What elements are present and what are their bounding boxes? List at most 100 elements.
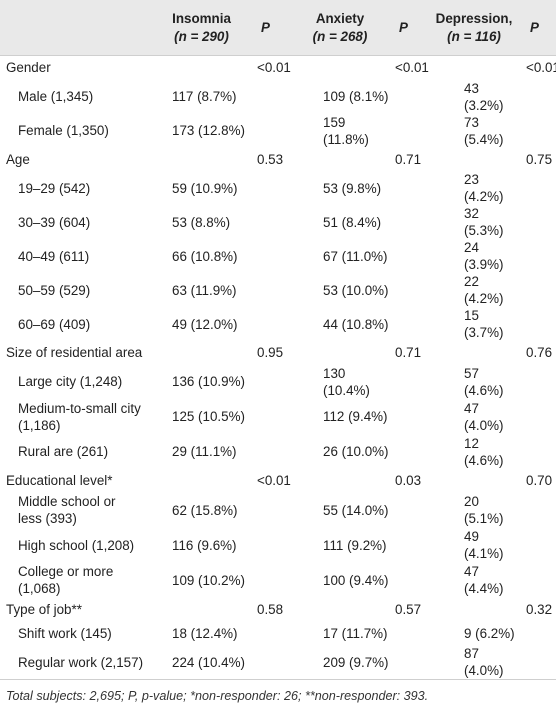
empty-cell bbox=[393, 239, 424, 273]
empty-cell bbox=[287, 148, 393, 172]
header-anxiety-n: (n = 268) bbox=[312, 29, 368, 44]
insomnia-value: 136 (10.9%) bbox=[172, 374, 245, 389]
empty-cell bbox=[393, 645, 424, 680]
header-insomnia-label: Insomnia bbox=[172, 11, 231, 26]
header-anxiety: Anxiety (n = 268) bbox=[287, 0, 393, 56]
row-label: Middle school or less (393) bbox=[0, 492, 148, 528]
anxiety-value: 159 (11.8%) bbox=[323, 114, 369, 147]
anxiety-value: 53 (9.8%) bbox=[323, 180, 382, 196]
empty-cell bbox=[424, 341, 524, 365]
anxiety-value: 53 (10.0%) bbox=[323, 282, 389, 298]
empty-cell bbox=[255, 528, 287, 562]
table-group-row: Educational level* <0.01 0.03 0.70 bbox=[0, 469, 556, 493]
row-label: College or more (1,068) bbox=[0, 562, 148, 598]
anxiety-value: 26 (10.0%) bbox=[323, 444, 389, 459]
empty-cell bbox=[393, 80, 424, 114]
p-value-depression: 0.75 bbox=[526, 151, 553, 167]
table-row: 60–69 (409) 49 (12.0%) 44 (10.8%) 15 (3.7%) bbox=[0, 307, 556, 341]
depression-value: 24 (3.9%) bbox=[464, 240, 504, 272]
empty-cell bbox=[255, 273, 287, 307]
table-row: Regular work (2,157) 224 (10.4%) 209 (9.7%… bbox=[0, 645, 556, 680]
insomnia-value: 117 (8.7%) bbox=[172, 89, 237, 104]
depression-value: 32 (5.3%) bbox=[464, 206, 504, 238]
empty-cell bbox=[524, 80, 556, 114]
empty-cell bbox=[287, 598, 393, 622]
group-label: Educational level* bbox=[6, 472, 113, 488]
empty-cell bbox=[524, 562, 556, 598]
p-value-insomnia: <0.01 bbox=[257, 60, 291, 76]
insomnia-value: 125 (10.5%) bbox=[172, 409, 245, 424]
depression-value: 57 (4.6%) bbox=[464, 365, 504, 398]
table-row: Shift work (145) 18 (12.4%) 17 (11.7%) 9 (6… bbox=[0, 622, 556, 646]
row-label-line-1: College or more bbox=[18, 564, 114, 579]
depression-value: 15 (3.7%) bbox=[464, 308, 504, 340]
empty-cell bbox=[255, 80, 287, 114]
header-depression: Depression, (n = 116) bbox=[424, 0, 524, 56]
empty-cell bbox=[148, 341, 255, 365]
empty-cell bbox=[255, 645, 287, 680]
p-value-insomnia: 0.53 bbox=[257, 151, 284, 167]
row-label: High school (1,208) bbox=[18, 537, 135, 553]
depression-value: 43 (3.2%) bbox=[464, 80, 504, 113]
insomnia-value: 66 (10.8%) bbox=[172, 248, 238, 264]
table-row: 30–39 (604) 53 (8.8%) 51 (8.4%) 32 (5.3%) bbox=[0, 205, 556, 239]
header-p-1: P bbox=[255, 0, 287, 56]
p-value-anxiety: 0.03 bbox=[395, 472, 422, 488]
table-body: Gender <0.01 <0.01 <0.01 Male (1,345) 117 (8.… bbox=[0, 56, 556, 680]
empty-cell bbox=[255, 205, 287, 239]
empty-cell bbox=[524, 171, 556, 205]
empty-cell bbox=[393, 273, 424, 307]
empty-cell bbox=[524, 399, 556, 435]
anxiety-value: 17 (11.7%) bbox=[323, 625, 388, 641]
empty-cell bbox=[393, 307, 424, 341]
table-group-row: Age 0.53 0.71 0.75 bbox=[0, 148, 556, 172]
empty-cell bbox=[393, 435, 424, 469]
empty-cell bbox=[255, 435, 287, 469]
depression-value: 20 (5.1%) bbox=[464, 494, 504, 526]
empty-cell bbox=[148, 148, 255, 172]
depression-value: 12 (4.6%) bbox=[464, 435, 504, 468]
empty-cell bbox=[255, 492, 287, 528]
p-value-insomnia: <0.01 bbox=[257, 472, 291, 488]
insomnia-value: 53 (8.8%) bbox=[172, 214, 231, 230]
empty-cell bbox=[393, 114, 424, 148]
table-group-row: Size of residential area 0.95 0.71 0.76 bbox=[0, 341, 556, 365]
anxiety-value: 51 (8.4%) bbox=[323, 214, 382, 230]
row-label: 30–39 (604) bbox=[18, 214, 91, 230]
empty-cell bbox=[148, 469, 255, 493]
empty-cell bbox=[255, 622, 287, 646]
header-p-3: P bbox=[524, 0, 556, 56]
empty-cell bbox=[524, 114, 556, 148]
row-label: Male (1,345) bbox=[18, 89, 94, 104]
table-group-row: Gender <0.01 <0.01 <0.01 bbox=[0, 56, 556, 80]
insomnia-value: 116 (9.6%) bbox=[172, 537, 237, 553]
row-label: 60–69 (409) bbox=[18, 316, 91, 332]
depression-value: 49 (4.1%) bbox=[464, 529, 504, 561]
insomnia-value: 59 (10.9%) bbox=[172, 180, 238, 196]
empty-cell bbox=[424, 469, 524, 493]
p-value-depression: 0.70 bbox=[526, 472, 553, 488]
header-insomnia: Insomnia (n = 290) bbox=[148, 0, 255, 56]
empty-cell bbox=[148, 56, 255, 80]
empty-cell bbox=[524, 205, 556, 239]
p-value-anxiety: 0.57 bbox=[395, 602, 422, 618]
group-label: Size of residential area bbox=[6, 345, 143, 361]
row-label-line-1: Medium-to-small city bbox=[18, 400, 141, 416]
group-label: Type of job** bbox=[6, 602, 82, 618]
header-depression-n: (n = 116) bbox=[447, 29, 501, 44]
anxiety-value: 111 (9.2%) bbox=[323, 537, 387, 553]
empty-cell bbox=[393, 562, 424, 598]
empty-cell bbox=[524, 492, 556, 528]
row-label-line-2: (1,068) bbox=[18, 581, 61, 596]
empty-cell bbox=[524, 622, 556, 646]
row-label: 40–49 (611) bbox=[18, 248, 90, 264]
table-row: 19–29 (542) 59 (10.9%) 53 (9.8%) 23 (4.2%) bbox=[0, 171, 556, 205]
empty-cell bbox=[424, 56, 524, 80]
empty-cell bbox=[393, 492, 424, 528]
depression-value: 73 (5.4%) bbox=[464, 114, 504, 147]
table-group-row: Type of job** 0.58 0.57 0.32 bbox=[0, 598, 556, 622]
row-label: Regular work (2,157) bbox=[0, 645, 148, 680]
header-depression-label: Depression, bbox=[435, 11, 513, 26]
empty-cell bbox=[255, 171, 287, 205]
depression-value: 47 (4.0%) bbox=[464, 400, 504, 433]
